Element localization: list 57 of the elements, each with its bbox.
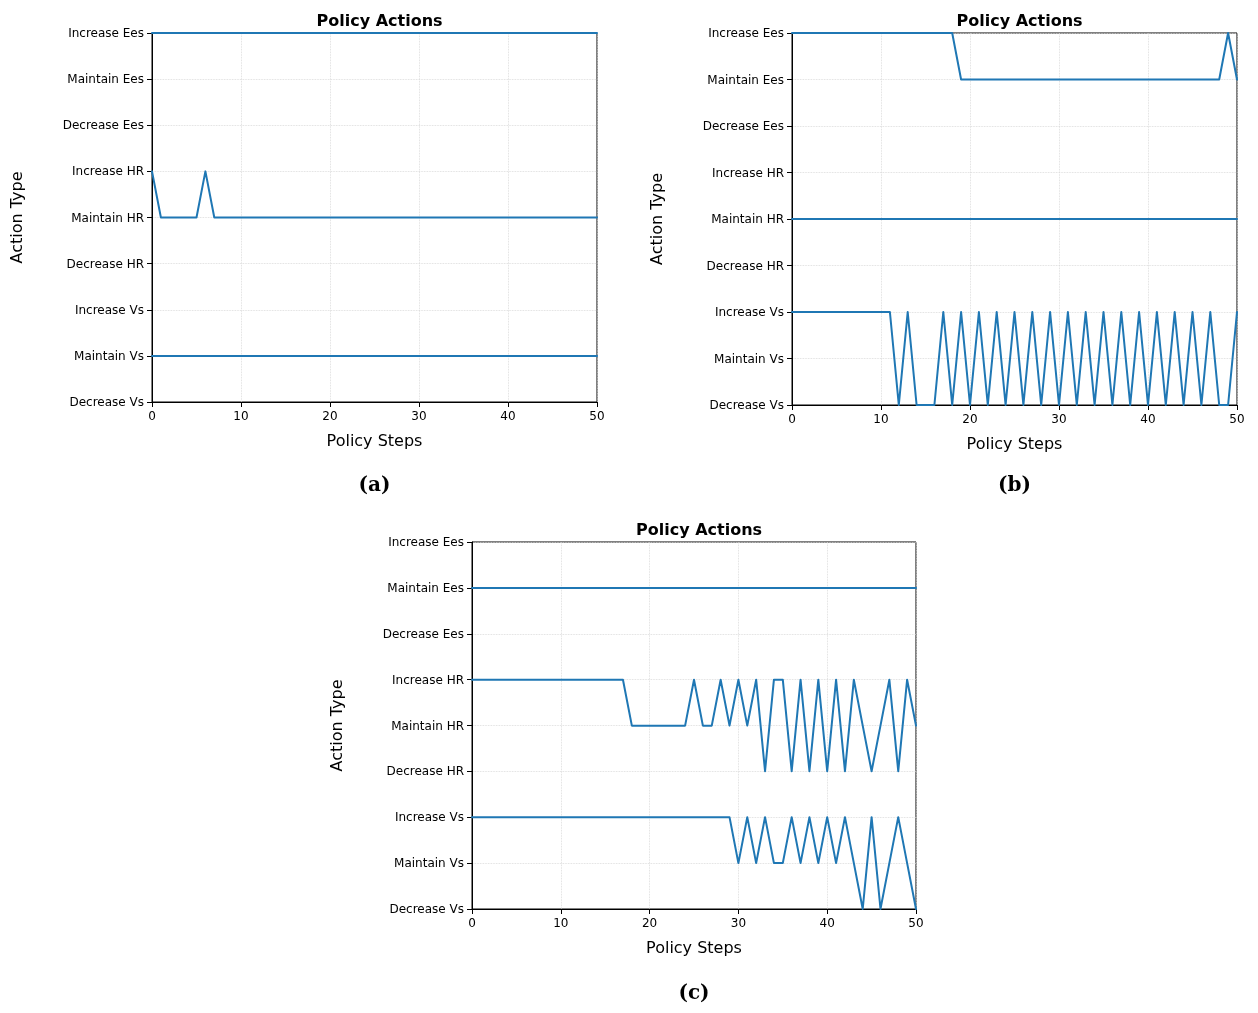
x-tick-label: 50 (1229, 412, 1245, 426)
category-label: Increase Ees (68, 26, 144, 40)
chart-title: Policy Actions (956, 10, 1083, 30)
text: (b) (997, 472, 1032, 496)
category-label: Maintain Vs (394, 856, 464, 871)
category-label: Maintain Vs (74, 348, 144, 363)
category-label: Increase HR (392, 672, 464, 687)
x-tick-label: 30 (730, 916, 747, 930)
category-label: Maintain Ees (707, 72, 784, 87)
y-axis-title: Action Type (646, 173, 666, 265)
category-label: Decrease HR (386, 764, 464, 779)
category-label: Decrease Vs (389, 902, 464, 916)
x-tick-label: 10 (553, 916, 569, 930)
category-label: Decrease HR (66, 256, 144, 271)
chart-title: Policy Actions (635, 519, 763, 539)
category-label: Increase HR (712, 165, 784, 180)
x-tick-label: 0 (148, 409, 156, 423)
category-label: Maintain Ees (387, 580, 464, 595)
category-label: Increase Vs (74, 302, 144, 317)
y-axis-title: Action Type (6, 171, 26, 264)
x-tick-label: 50 (908, 916, 924, 930)
category-label: Decrease HR (706, 258, 784, 273)
x-tick-label: 10 (233, 409, 249, 423)
text: (a) (357, 472, 392, 496)
chart-title: Policy Actions (316, 10, 443, 30)
category-label: Maintain Vs (714, 351, 784, 366)
x-tick-label: 20 (641, 916, 658, 930)
category-label: Maintain HR (71, 210, 144, 225)
category-label: Decrease Ees (382, 626, 464, 641)
category-label: Increase Vs (394, 810, 464, 825)
x-axis-title: Policy Steps (966, 433, 1063, 453)
category-label: Increase Vs (714, 305, 784, 319)
x-tick-label: 50 (589, 409, 605, 423)
x-tick-label: 30 (1051, 412, 1067, 426)
category-label: Decrease Vs (69, 395, 144, 409)
category-label: Maintain HR (391, 718, 464, 733)
category-label: Maintain HR (711, 212, 784, 226)
category-label: Maintain Ees (67, 72, 144, 87)
x-tick-label: 40 (819, 916, 835, 930)
category-label: Decrease Ees (62, 118, 144, 133)
x-tick-label: 20 (962, 412, 978, 426)
y-axis-title: Action Type (326, 679, 346, 772)
x-tick-label: 30 (411, 409, 427, 423)
x-axis-title: Policy Steps (326, 430, 423, 450)
x-tick-label: 40 (500, 409, 516, 423)
x-axis-title: Policy Steps (646, 937, 742, 957)
x-tick-label: 40 (1140, 412, 1156, 426)
text: (c) (677, 980, 711, 1004)
category-label: Decrease Ees (702, 119, 784, 133)
category-label: Increase Ees (388, 535, 464, 549)
category-label: Decrease Vs (709, 398, 784, 412)
x-tick-label: 10 (873, 412, 889, 426)
category-label: Increase HR (72, 164, 144, 179)
x-tick-label: 20 (322, 409, 338, 423)
x-tick-label: 0 (468, 916, 476, 930)
x-tick-label: 0 (788, 412, 796, 426)
category-label: Increase Ees (708, 26, 784, 40)
